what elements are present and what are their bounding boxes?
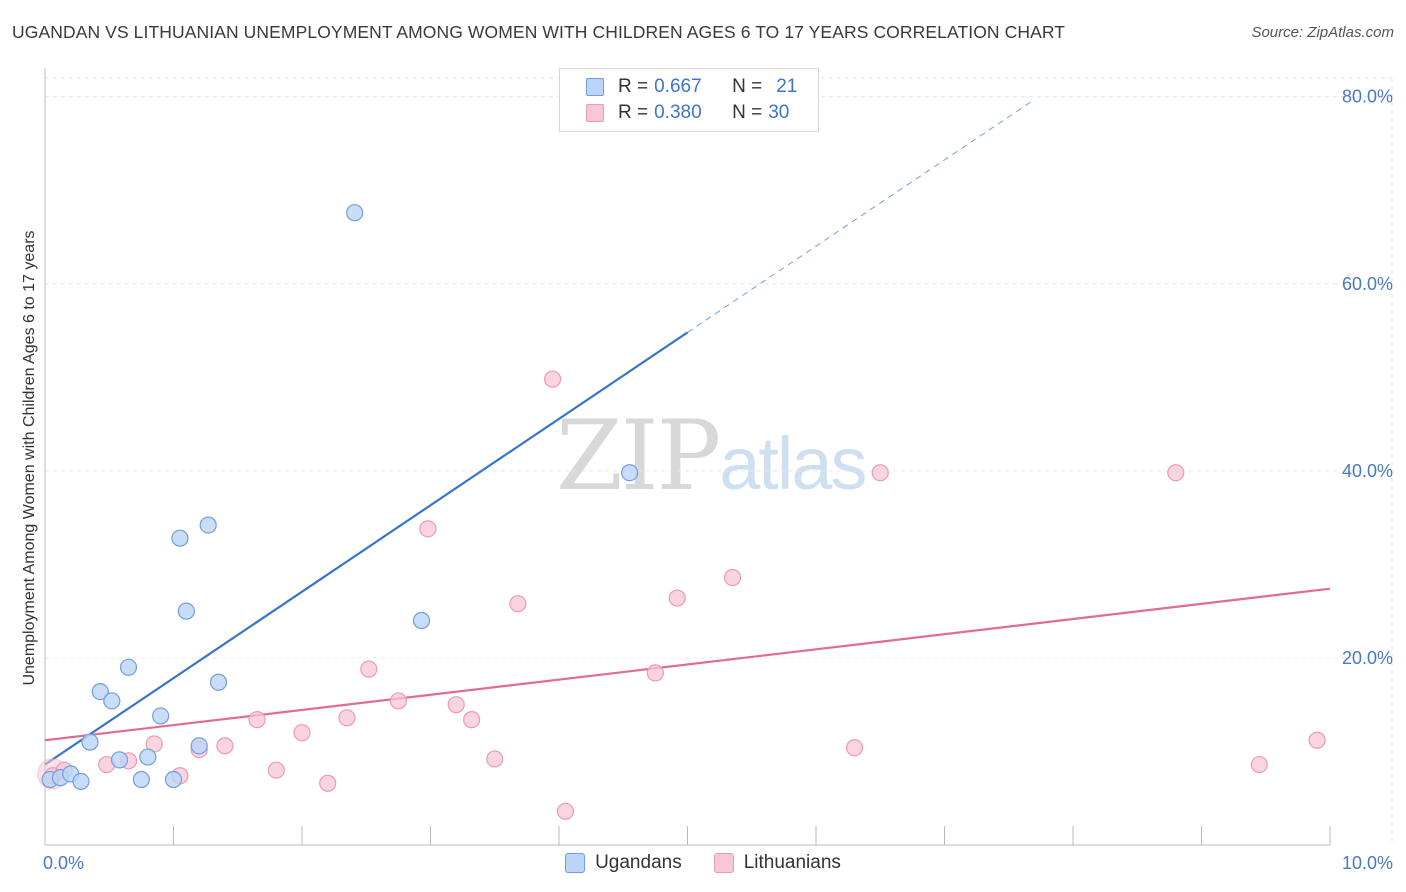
data-point-ugandan [72, 772, 90, 790]
legend-swatch-lithuanians [713, 853, 734, 873]
legend-r-label: R = [618, 102, 649, 123]
legend-swatch-lithuanians [586, 104, 604, 122]
data-point-lithuanian [871, 464, 889, 482]
data-point-ugandan [152, 707, 170, 725]
data-point-ugandan [171, 529, 189, 547]
data-point-ugandan [190, 737, 208, 755]
data-point-lithuanian [486, 750, 504, 768]
data-point-ugandan [91, 682, 109, 701]
source-label: Source: ZipAtlas.com [1251, 24, 1394, 41]
x-tick-label: 0.0% [43, 853, 84, 873]
trend-line-ugandans [44, 331, 689, 766]
data-point-lithuanian [447, 696, 465, 714]
legend-r-value: 0.667 [654, 76, 702, 97]
legend-r-label: R = [618, 76, 649, 97]
legend-swatch-ugandans [565, 853, 586, 873]
legend-row-ugandans: R = 0.667 N = 21 [586, 74, 797, 100]
data-point-lithuanian [463, 711, 481, 729]
trend-line-lithuanians [44, 587, 1331, 742]
data-point-lithuanian [1250, 755, 1268, 774]
data-point-ugandan [621, 464, 639, 482]
trend-lines [44, 99, 1331, 766]
data-point-lithuanian [509, 595, 527, 613]
data-point-ugandan [132, 770, 150, 789]
data-point-lithuanian [267, 761, 285, 779]
data-points [37, 204, 1326, 820]
legend-label-lithuanians: Lithuanians [743, 852, 841, 873]
legend-item-ugandans[interactable]: Ugandans [565, 852, 682, 874]
series-legend: Ugandans Lithuanians [0, 852, 1406, 874]
data-point-lithuanian [319, 774, 337, 792]
legend-r-value: 0.380 [654, 102, 702, 123]
legend-item-lithuanians[interactable]: Lithuanians [713, 852, 841, 874]
y-tick-label: 80.0% [1342, 87, 1393, 107]
data-point-ugandan [81, 733, 99, 751]
legend-n-value: 21 [776, 76, 798, 97]
tick-labels: 20.0% 40.0% 60.0% 80.0% 0.0% 10.0% [43, 87, 1393, 873]
data-point-lithuanian [419, 520, 437, 538]
legend-n-label: N = [732, 76, 763, 97]
watermark-zip: ZIP [556, 400, 721, 512]
data-point-ugandan [164, 770, 183, 789]
axes [44, 68, 1331, 846]
stats-legend: R = 0.667 N = 21 R = 0.380 N = 30 [559, 68, 819, 132]
data-point-lithuanian [1308, 731, 1326, 749]
data-point-lithuanian [360, 660, 378, 678]
legend-label-ugandans: Ugandans [595, 852, 682, 873]
data-point-lithuanian [723, 568, 742, 587]
data-point-lithuanian [556, 802, 575, 820]
data-point-ugandan [119, 658, 138, 676]
trend-line-ugandans-extension [687, 99, 1035, 333]
watermark: ZIPatlas [556, 400, 868, 512]
legend-row-lithuanians: R = 0.380 N = 30 [586, 100, 789, 126]
legend-swatch-ugandans [586, 78, 604, 96]
legend-n-value: 30 [768, 102, 790, 123]
data-point-ugandan [103, 692, 121, 710]
data-point-lithuanian [216, 737, 234, 755]
y-tick-label: 60.0% [1342, 274, 1393, 294]
data-point-lithuanian [338, 709, 356, 727]
data-point-ugandan [110, 751, 129, 769]
data-point-ugandan [139, 748, 157, 766]
legend-n-label: N = [732, 102, 763, 123]
y-tick-label: 40.0% [1342, 461, 1393, 481]
data-point-ugandan [346, 204, 364, 222]
data-point-lithuanian [668, 589, 686, 607]
data-point-lithuanian [646, 664, 664, 682]
chart-title: UGANDAN VS LITHUANIAN UNEMPLOYMENT AMONG… [12, 22, 1066, 42]
y-tick-label: 20.0% [1342, 648, 1393, 668]
data-point-ugandan [177, 602, 195, 620]
grid-lines [45, 77, 1393, 845]
data-point-lithuanian [389, 692, 407, 710]
data-point-ugandan [412, 611, 431, 630]
data-point-lithuanian [248, 711, 266, 729]
data-point-lithuanian [845, 739, 864, 757]
data-point-lithuanian [543, 370, 562, 388]
data-point-lithuanian [293, 724, 311, 742]
data-point-ugandan [209, 673, 228, 691]
data-point-ugandan [199, 516, 217, 534]
data-point-lithuanian [1167, 464, 1185, 482]
watermark-atlas: atlas [719, 422, 867, 505]
x-tick-label: 10.0% [1342, 853, 1393, 873]
